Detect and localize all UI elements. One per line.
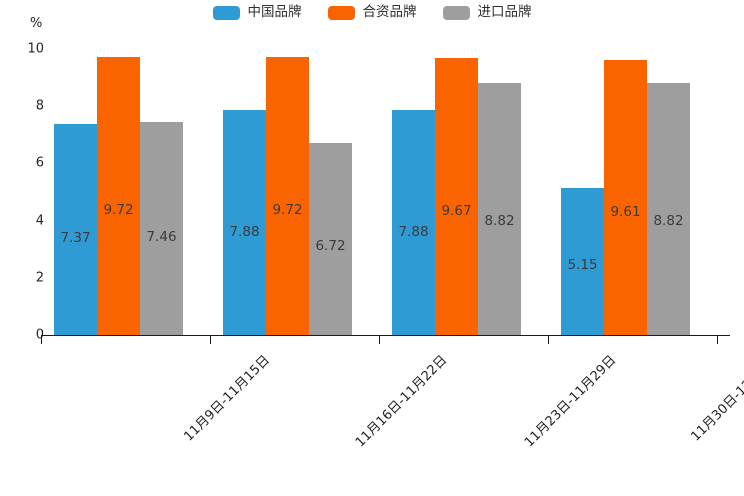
bar-group: 5.15 9.61 8.82 (561, 49, 690, 335)
x-axis-label: 11月16日-11月22日 (352, 352, 450, 451)
legend-item-joint-venture-brand[interactable]: 合资品牌 (327, 4, 417, 21)
bar[interactable]: 7.88 (392, 109, 435, 335)
bar-group: 7.88 9.67 8.82 (392, 49, 521, 335)
legend-label-joint-venture-brand: 合资品牌 (362, 4, 417, 21)
legend-swatch-china-brand (212, 6, 240, 20)
y-axis-tick-0: 0 (35, 327, 44, 343)
x-axis-tick-mark (548, 335, 549, 344)
chart-legend: 中国品牌 合资品牌 进口品牌 (0, 6, 744, 20)
legend-label-import-brand: 进口品牌 (477, 4, 532, 21)
bar-value-label: 9.72 (103, 202, 134, 219)
legend-swatch-import-brand (442, 6, 470, 20)
x-axis-tick-mark (210, 335, 211, 344)
bar[interactable]: 7.88 (223, 109, 266, 335)
bar-value-label: 8.82 (653, 213, 684, 230)
x-axis-label: 11月9日-11月15日 (180, 352, 273, 445)
bar-value-label: 7.88 (229, 224, 260, 241)
x-axis-label: 11月23日-11月29日 (521, 352, 619, 451)
bar-value-label: 9.61 (610, 203, 641, 220)
bar[interactable]: 8.82 (647, 82, 690, 335)
x-axis-tick-mark (41, 335, 42, 344)
bar-value-label: 6.72 (315, 238, 346, 255)
y-axis-line (42, 330, 43, 336)
legend-item-import-brand[interactable]: 进口品牌 (442, 4, 532, 21)
x-axis-label: 11月30日-12月6日 (687, 352, 744, 445)
x-axis-line (42, 335, 730, 336)
bar-value-label: 9.67 (441, 202, 472, 219)
bar-value-label: 7.37 (60, 230, 91, 247)
bar[interactable]: 9.67 (435, 58, 478, 335)
bar[interactable]: 7.37 (54, 124, 97, 335)
bar-value-label: 7.88 (398, 224, 429, 241)
bar-value-label: 8.82 (484, 213, 515, 230)
y-axis-tick-8: 8 (35, 98, 44, 114)
bar-group: 7.88 9.72 6.72 (223, 49, 352, 335)
x-axis-tick-mark (717, 335, 718, 344)
y-axis-unit-label: % (30, 16, 43, 31)
y-axis-tick-6: 6 (35, 155, 44, 171)
bar[interactable]: 5.15 (561, 187, 604, 335)
bar-group: 7.37 9.72 7.46 (54, 49, 183, 335)
legend-item-china-brand[interactable]: 中国品牌 (212, 4, 302, 21)
bar[interactable]: 9.61 (604, 60, 647, 335)
legend-label-china-brand: 中国品牌 (247, 4, 302, 21)
bar-value-label: 7.46 (146, 229, 177, 246)
bar-value-label: 9.72 (272, 202, 303, 219)
y-axis-tick-2: 2 (35, 270, 44, 286)
bar-value-label: 5.15 (567, 257, 598, 274)
y-axis-tick-4: 4 (35, 213, 44, 229)
bar[interactable]: 8.82 (478, 82, 521, 335)
legend-swatch-joint-venture-brand (327, 6, 355, 20)
bar[interactable]: 7.46 (140, 121, 183, 335)
plot-area: 0 2 4 6 8 10 7.37 9.72 7.46 7.88 9.72 6.72 7.88 9.67… (27, 42, 730, 344)
y-axis-tick-10: 10 (27, 41, 44, 57)
x-axis-tick-mark (379, 335, 380, 344)
bar[interactable]: 9.72 (97, 57, 140, 335)
bar[interactable]: 9.72 (266, 57, 309, 335)
bar[interactable]: 6.72 (309, 142, 352, 335)
